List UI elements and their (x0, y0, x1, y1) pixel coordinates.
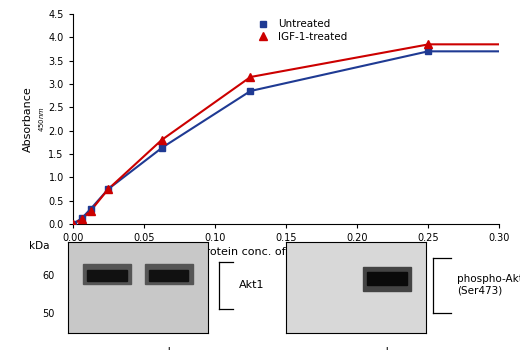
Legend: Untreated, IGF-1-treated: Untreated, IGF-1-treated (249, 15, 351, 46)
Text: $_{450nm}$: $_{450nm}$ (37, 106, 47, 132)
Bar (368, 272, 407, 285)
Text: 50: 50 (42, 309, 55, 320)
Text: 60: 60 (42, 271, 55, 281)
Bar (149, 270, 188, 281)
Text: +: + (163, 345, 174, 350)
Text: Akt1: Akt1 (239, 280, 265, 290)
Text: phospho-Akt
(Ser473): phospho-Akt (Ser473) (458, 274, 520, 296)
Bar (87, 270, 126, 281)
Text: −: − (102, 345, 112, 350)
Text: Absorbance: Absorbance (23, 86, 33, 152)
Text: −: − (320, 345, 331, 350)
Bar (363, 267, 411, 290)
Text: +: + (382, 345, 393, 350)
Text: kDa: kDa (29, 241, 49, 251)
X-axis label: Protein conc. of lysate (mg/mL): Protein conc. of lysate (mg/mL) (199, 247, 373, 257)
Bar (145, 264, 192, 284)
Bar (83, 264, 131, 284)
